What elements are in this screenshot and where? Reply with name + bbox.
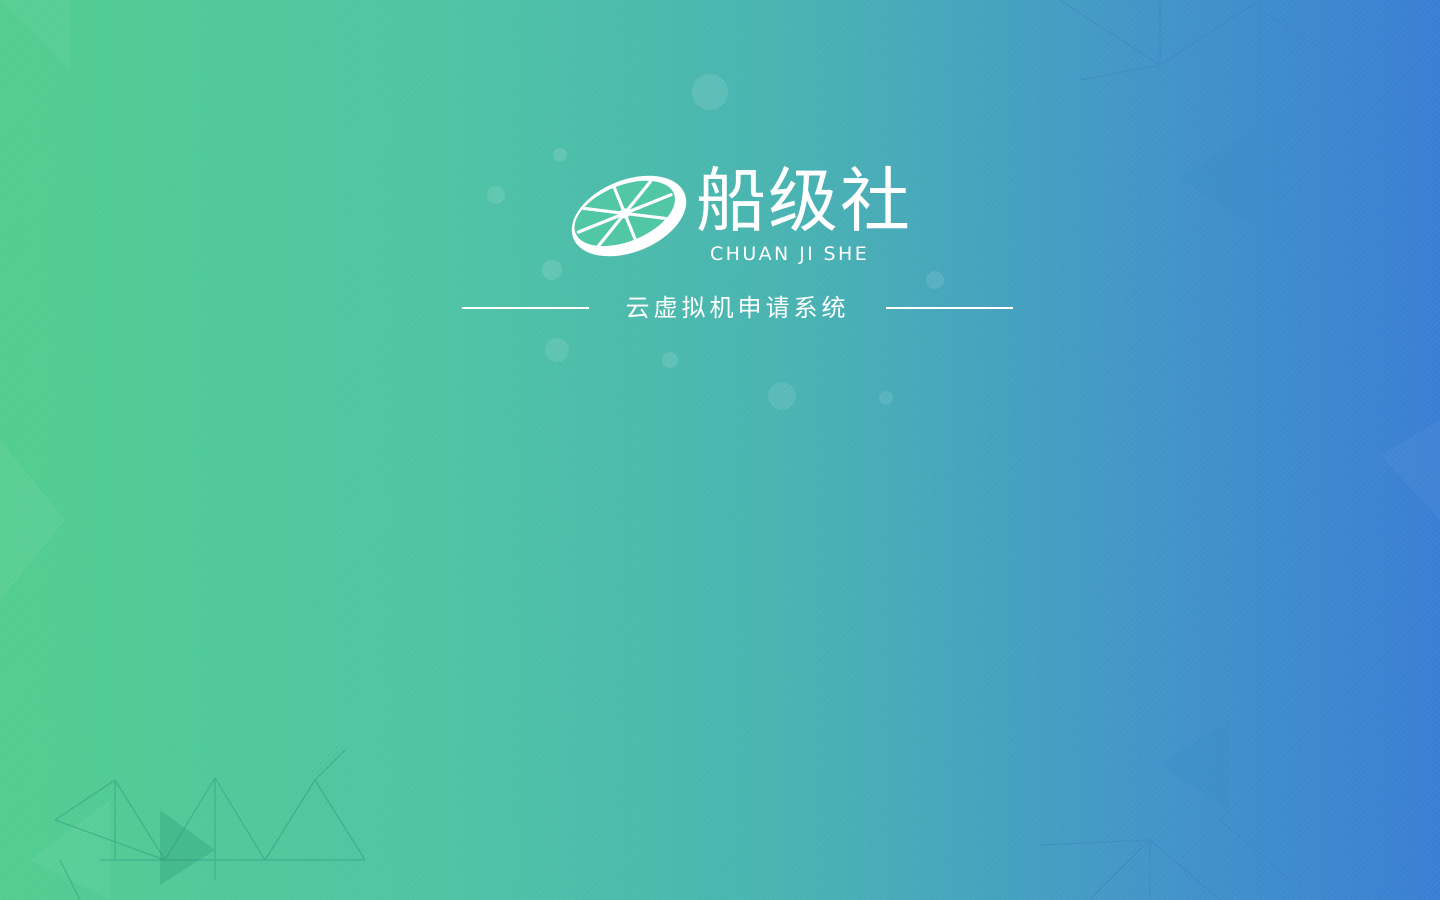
divider-right bbox=[886, 307, 1013, 309]
brand-logo: 船级社 CHUAN JI SHE bbox=[566, 160, 911, 272]
system-title-row: 云虚拟机申请系统 bbox=[462, 292, 1013, 324]
divider-left bbox=[462, 307, 589, 309]
system-title: 云虚拟机申请系统 bbox=[625, 294, 850, 322]
triangle-pattern-right bbox=[1039, 0, 1440, 900]
brand-name: 船级社 bbox=[696, 160, 912, 242]
lemon-slice-icon bbox=[571, 175, 687, 257]
brand-romanization: CHUAN JI SHE bbox=[710, 243, 870, 265]
triangle-pattern-left bbox=[0, 0, 366, 900]
